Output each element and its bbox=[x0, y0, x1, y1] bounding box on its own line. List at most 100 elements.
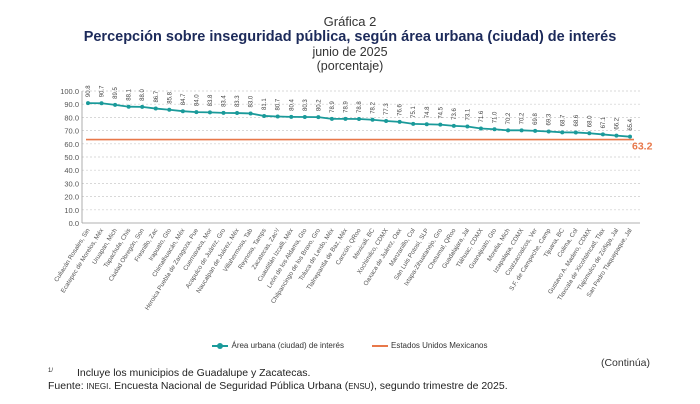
national-value-label: 63.2 bbox=[632, 141, 653, 153]
data-point bbox=[221, 110, 226, 115]
data-point bbox=[329, 116, 334, 121]
data-point bbox=[275, 114, 280, 119]
source-note: Fuente: INEGI. Encuesta Nacional de Segu… bbox=[48, 380, 508, 392]
source-abbr: ENSU bbox=[348, 382, 371, 391]
data-label: 69.8 bbox=[533, 113, 539, 125]
data-point bbox=[194, 110, 199, 115]
data-point bbox=[600, 132, 605, 137]
data-label: 74.8 bbox=[425, 106, 431, 118]
legend: Área urbana (ciudad) de interés Estados … bbox=[0, 341, 700, 350]
data-point bbox=[167, 107, 172, 112]
data-label: 86.7 bbox=[154, 90, 160, 102]
data-label: 70.2 bbox=[520, 112, 526, 124]
source-mid: . Encuesta Nacional de Seguridad Pública… bbox=[108, 380, 349, 392]
data-point bbox=[397, 119, 402, 124]
data-point bbox=[289, 114, 294, 119]
legend-item-city: Área urbana (ciudad) de interés bbox=[212, 341, 344, 350]
y-tick-label: 20.0 bbox=[64, 193, 79, 202]
data-label: 74.5 bbox=[438, 106, 444, 118]
data-label: 83.3 bbox=[235, 95, 241, 107]
y-tick-label: 30.0 bbox=[64, 179, 79, 188]
data-point bbox=[86, 101, 90, 106]
data-label: 83.0 bbox=[249, 95, 255, 107]
y-tick-label: 100.0 bbox=[60, 87, 79, 96]
data-point bbox=[140, 104, 145, 109]
data-point bbox=[99, 101, 104, 106]
data-point bbox=[533, 128, 538, 133]
legend-label: Estados Unidos Mexicanos bbox=[391, 341, 488, 350]
source-org: INEGI bbox=[86, 382, 109, 391]
y-tick-label: 70.0 bbox=[64, 127, 79, 136]
data-point bbox=[126, 104, 131, 109]
y-tick-label: 10.0 bbox=[64, 206, 79, 215]
data-point bbox=[248, 111, 253, 116]
line-chart: 0.0 10.0 20.0 30.0 40.0 50.0 60.0 70.0 80.0 90.0 1… bbox=[53, 85, 653, 312]
data-label: 76.6 bbox=[398, 104, 404, 116]
data-label: 67.1 bbox=[601, 116, 607, 128]
data-point bbox=[492, 127, 497, 132]
legend-swatch-orange bbox=[372, 344, 388, 347]
data-point bbox=[262, 113, 267, 118]
data-point bbox=[235, 111, 240, 116]
legend-swatch-teal bbox=[212, 342, 229, 349]
footnote: 1/Incluye los municipios de Guadalupe y … bbox=[48, 367, 310, 379]
data-point bbox=[153, 106, 158, 111]
data-point bbox=[465, 124, 470, 129]
legend-item-national: Estados Unidos Mexicanos bbox=[372, 341, 488, 350]
data-label: 77.3 bbox=[384, 103, 390, 115]
data-point bbox=[357, 116, 361, 121]
footnote-text: Incluye los municipios de Guadalupe y Za… bbox=[77, 367, 311, 379]
y-tick-label: 50.0 bbox=[64, 153, 79, 162]
footnote-mark: 1/ bbox=[48, 367, 54, 374]
data-label: 81.1 bbox=[262, 98, 268, 110]
y-tick-label: 60.0 bbox=[64, 140, 79, 149]
data-label: 78.9 bbox=[330, 101, 336, 113]
data-label: 89.5 bbox=[113, 87, 119, 99]
data-label: 73.1 bbox=[465, 108, 471, 120]
data-label: 80.3 bbox=[303, 99, 309, 111]
data-label: 78.2 bbox=[371, 101, 377, 113]
data-point bbox=[628, 134, 632, 139]
source-prefix: Fuente: bbox=[48, 380, 84, 392]
data-label: 84.0 bbox=[194, 94, 200, 106]
data-label: 80.7 bbox=[276, 98, 282, 110]
data-label: 83.8 bbox=[208, 94, 214, 106]
data-point bbox=[451, 123, 456, 128]
continues-label: (Continúa) bbox=[600, 357, 650, 369]
data-label: 85.8 bbox=[167, 91, 173, 103]
data-point bbox=[316, 115, 321, 120]
data-point bbox=[180, 109, 185, 114]
data-point bbox=[587, 131, 592, 136]
legend-label: Área urbana (ciudad) de interés bbox=[231, 341, 344, 350]
data-label: 68.6 bbox=[574, 114, 580, 126]
data-point bbox=[573, 130, 578, 135]
data-label: 88.1 bbox=[127, 88, 133, 100]
y-tick-label: 40.0 bbox=[64, 166, 79, 175]
chart-unit: (porcentaje) bbox=[316, 59, 384, 73]
y-tick-label: 80.0 bbox=[64, 113, 79, 122]
chart-subtitle: junio de 2025 bbox=[312, 45, 388, 59]
data-point bbox=[546, 129, 551, 134]
data-point bbox=[370, 117, 375, 122]
source-end: ), segundo trimestre de 2025. bbox=[370, 380, 508, 392]
data-point bbox=[411, 121, 416, 126]
data-point bbox=[560, 130, 565, 135]
data-label: 73.6 bbox=[452, 108, 458, 120]
data-point bbox=[207, 110, 212, 115]
data-label: 75.1 bbox=[411, 106, 417, 118]
data-point bbox=[384, 118, 389, 123]
data-label: 66.2 bbox=[614, 117, 620, 129]
chart-label: Gráfica 2 bbox=[323, 14, 377, 29]
data-label: 88.0 bbox=[140, 88, 146, 100]
data-label: 80.2 bbox=[316, 99, 322, 111]
data-point bbox=[302, 115, 307, 120]
y-tick-label: 90.0 bbox=[64, 100, 79, 109]
data-label: 71.6 bbox=[479, 110, 485, 122]
y-tick-label: 0.0 bbox=[69, 219, 79, 228]
data-label: 71.0 bbox=[493, 111, 499, 123]
data-label: 78.8 bbox=[357, 101, 363, 113]
data-label: 90.7 bbox=[100, 85, 106, 97]
data-point bbox=[506, 128, 511, 133]
data-point bbox=[113, 102, 118, 107]
data-label: 68.7 bbox=[560, 114, 566, 126]
